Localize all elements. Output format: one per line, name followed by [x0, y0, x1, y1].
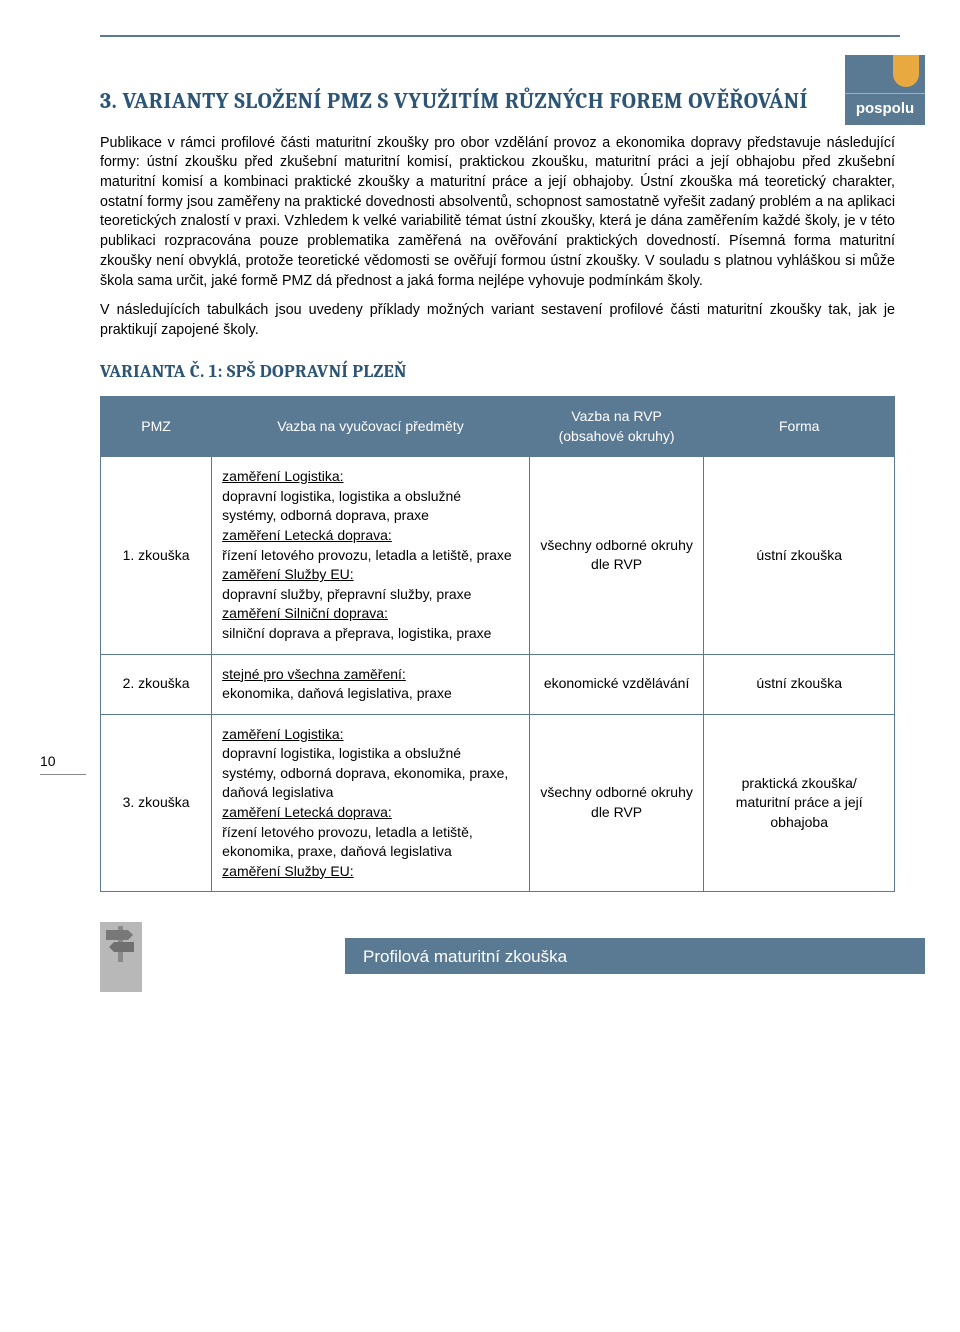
cell-subjects: stejné pro všechna zaměření: ekonomika, d…	[212, 654, 530, 714]
subject-heading: zaměření Služby EU:	[222, 863, 354, 879]
table-row: 1. zkouška zaměření Logistika: dopravní lo…	[101, 457, 895, 654]
th-rvp: Vazba na RVP (obsahové okruhy)	[529, 396, 704, 456]
variant-heading: VARIANTA Č. 1: SPŠ DOPRAVNÍ PLZEŇ	[100, 359, 895, 384]
page-number: 10	[40, 752, 86, 775]
footer: Profilová maturitní zkouška	[0, 922, 960, 992]
cell-pmz: 1. zkouška	[101, 457, 212, 654]
subject-heading: zaměření Logistika:	[222, 726, 343, 742]
cell-rvp: všechny odborné okruhy dle RVP	[529, 714, 704, 892]
cell-subjects: zaměření Logistika: dopravní logistika, l…	[212, 457, 530, 654]
variant-heading-lead: VARIANTA Č. 1: SPŠ	[100, 361, 260, 382]
table-body: 1. zkouška zaměření Logistika: dopravní lo…	[101, 457, 895, 892]
subject-heading: stejné pro všechna zaměření:	[222, 666, 406, 682]
subject-text: řízení letového provozu, letadla a letiš…	[222, 547, 512, 563]
signpost-icon	[104, 922, 138, 962]
subject-text: silniční doprava a přeprava, logistika, …	[222, 625, 491, 641]
intro-paragraph-2: V následujících tabulkách jsou uvedeny p…	[100, 301, 895, 340]
intro-paragraph-1: Publikace v rámci profilové části maturi…	[100, 134, 895, 292]
table-row: 3. zkouška zaměření Logistika: dopravní lo…	[101, 714, 895, 892]
cell-forma: praktická zkouška/ maturitní práce a jej…	[704, 714, 895, 892]
th-subjects: Vazba na vyučovací předměty	[212, 396, 530, 456]
footer-title: Profilová maturitní zkouška	[363, 947, 567, 966]
th-forma: Forma	[704, 396, 895, 456]
logo-text: pospolu	[845, 93, 925, 119]
cell-pmz: 3. zkouška	[101, 714, 212, 892]
table-header-row: PMZ Vazba na vyučovací předměty Vazba na…	[101, 396, 895, 456]
variant-heading-tail: DOPRAVNÍ PLZEŇ	[260, 361, 407, 382]
logo-pospolu: pospolu	[845, 55, 925, 125]
footer-title-bar: Profilová maturitní zkouška	[345, 938, 925, 974]
table-row: 2. zkouška stejné pro všechna zaměření: ek…	[101, 654, 895, 714]
page-title: 3. VARIANTY SLOŽENÍ PMZ S VYUŽITÍM RŮZNÝ…	[100, 87, 895, 116]
cell-rvp: všechny odborné okruhy dle RVP	[529, 457, 704, 654]
subject-text: řízení letového provozu, letadla a letiš…	[222, 824, 473, 860]
variant-table: PMZ Vazba na vyučovací předměty Vazba na…	[100, 396, 895, 892]
subject-heading: zaměření Silniční doprava:	[222, 605, 388, 621]
cell-rvp: ekonomické vzdělávání	[529, 654, 704, 714]
subject-heading: zaměření Letecká doprava:	[222, 527, 392, 543]
subject-text: dopravní logistika, logistika a obslužné…	[222, 745, 508, 800]
th-pmz: PMZ	[101, 396, 212, 456]
subject-text: dopravní logistika, logistika a obslužné…	[222, 488, 461, 524]
logo-accent	[893, 55, 919, 87]
subject-text: dopravní služby, přepravní služby, praxe	[222, 586, 471, 602]
cell-pmz: 2. zkouška	[101, 654, 212, 714]
cell-forma: ústní zkouška	[704, 457, 895, 654]
subject-heading: zaměření Letecká doprava:	[222, 804, 392, 820]
subject-heading: zaměření Logistika:	[222, 468, 343, 484]
subject-text: ekonomika, daňová legislativa, praxe	[222, 685, 452, 701]
cell-forma: ústní zkouška	[704, 654, 895, 714]
subject-heading: zaměření Služby EU:	[222, 566, 354, 582]
page-content: 3. VARIANTY SLOŽENÍ PMZ S VYUŽITÍM RŮZNÝ…	[0, 37, 960, 892]
footer-icon	[100, 922, 142, 992]
cell-subjects: zaměření Logistika: dopravní logistika, l…	[212, 714, 530, 892]
